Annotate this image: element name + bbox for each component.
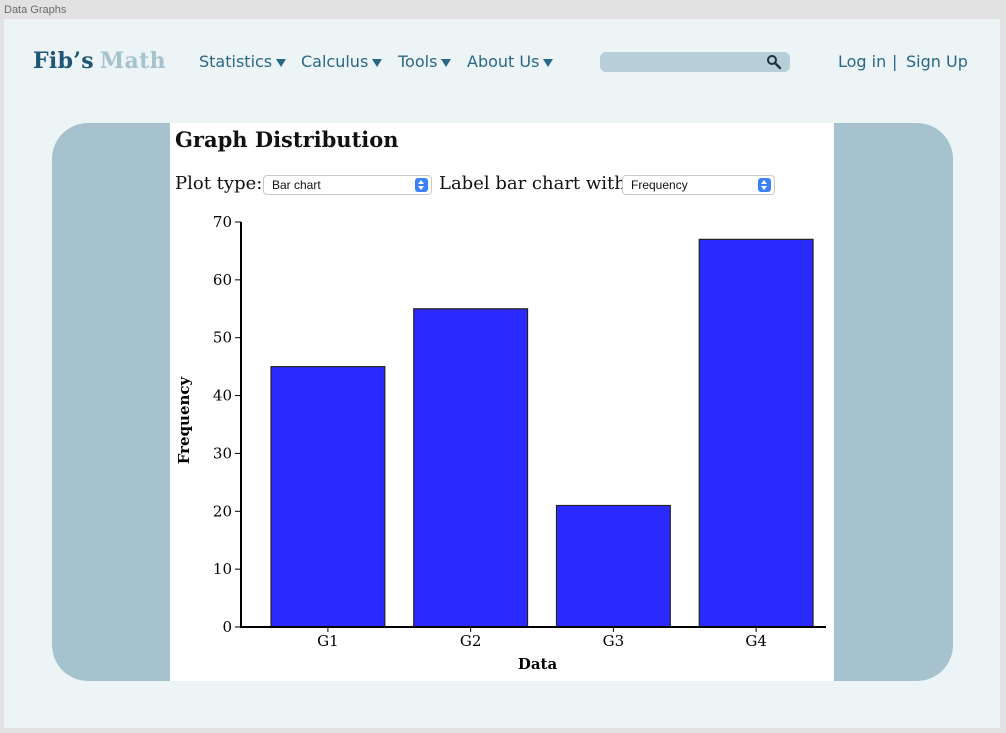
dropdown-arrow-icon — [276, 58, 287, 67]
x-axis-label: Data — [518, 655, 558, 673]
nav-statistics-label: Statistics — [199, 52, 273, 71]
select-arrows-icon — [415, 178, 428, 192]
x-tick-label: G3 — [603, 632, 625, 650]
nav-calculus-label: Calculus — [301, 52, 369, 71]
dropdown-arrow-icon — [543, 58, 554, 67]
nav-statistics[interactable]: Statistics — [199, 52, 287, 71]
x-tick-label: G2 — [460, 632, 482, 650]
label-with-label: Label bar chart with: — [439, 173, 632, 194]
login-link[interactable]: Log in — [838, 52, 887, 71]
chart-bar — [270, 366, 386, 628]
search-input[interactable] — [600, 52, 790, 72]
auth-separator: | — [892, 52, 898, 71]
dropdown-arrow-icon — [372, 58, 383, 67]
y-axis-label: Frequency — [175, 375, 193, 464]
plot-type-select[interactable]: Bar chart — [263, 175, 432, 195]
y-tick-label: 30 — [213, 444, 232, 462]
y-tick-label: 70 — [213, 213, 232, 231]
nav-about-us[interactable]: About Us — [467, 52, 554, 71]
y-tick-label: 50 — [213, 329, 232, 347]
search-icon[interactable] — [766, 54, 782, 70]
site-logo[interactable]: Fib’s Math — [33, 48, 166, 74]
signup-link[interactable]: Sign Up — [906, 52, 968, 71]
brand-name-part2: Math — [99, 48, 166, 74]
brand-name-part1: Fib’s — [33, 48, 94, 74]
graph-title: Graph Distribution — [175, 127, 399, 152]
chart-bar — [413, 308, 529, 628]
x-tick-label: G4 — [745, 632, 767, 650]
nav-calculus[interactable]: Calculus — [301, 52, 383, 71]
nav-tools-label: Tools — [398, 52, 438, 71]
window-title: Data Graphs — [4, 4, 67, 16]
bar-chart: G1 G2 G3 G4 0 10 20 30 40 50 60 70 Data Frequency — [175, 213, 826, 673]
nav-tools[interactable]: Tools — [398, 52, 452, 71]
nav-about-us-label: About Us — [467, 52, 540, 71]
page: Fib’s Math Statistics Calculus Tools Abou… — [4, 19, 1000, 728]
y-tick-label: 20 — [213, 502, 232, 520]
y-tick-label: 60 — [213, 271, 232, 289]
dropdown-arrow-icon — [441, 58, 452, 67]
plot-type-label: Plot type: — [175, 173, 263, 194]
y-tick-label: 0 — [222, 618, 232, 636]
chart-bar — [698, 238, 814, 628]
chart-bar — [555, 504, 671, 628]
graph-card: Graph Distribution Plot type: Bar chart … — [170, 123, 834, 681]
x-tick-label: G1 — [317, 632, 339, 650]
select-arrows-icon — [758, 178, 771, 192]
y-tick-label: 10 — [213, 560, 232, 578]
label-with-value: Frequency — [631, 178, 688, 192]
y-tick-label: 40 — [213, 387, 232, 405]
label-with-select[interactable]: Frequency — [622, 175, 775, 195]
plot-type-value: Bar chart — [272, 178, 321, 192]
